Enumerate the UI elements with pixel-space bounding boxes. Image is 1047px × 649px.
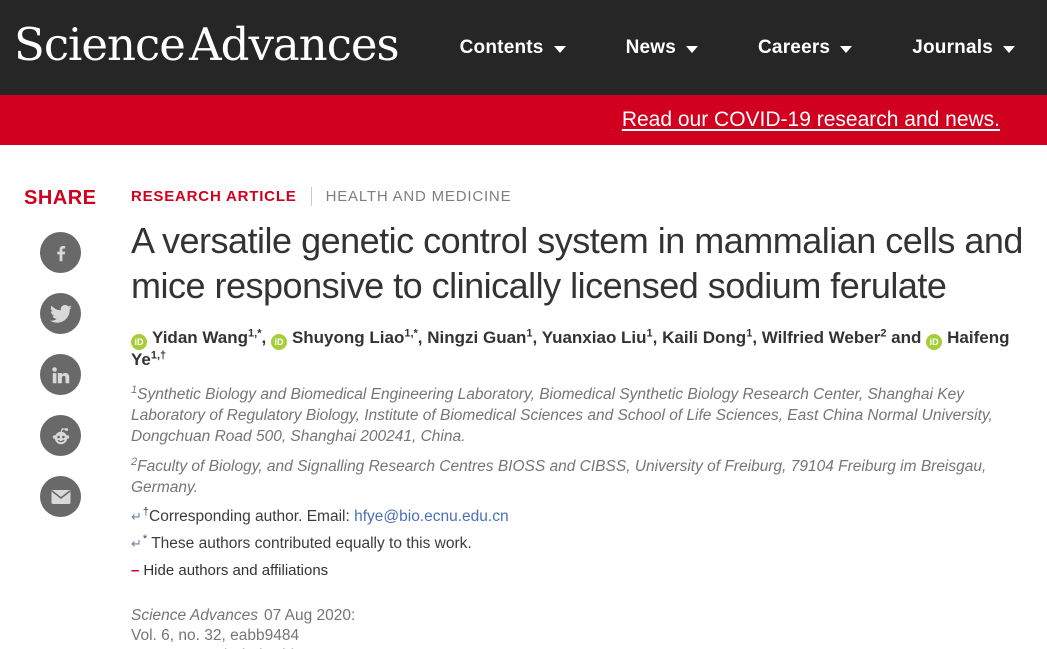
site-header: Science Advances Contents News Careers J… [0,0,1047,95]
article-type-label[interactable]: RESEARCH ARTICLE [131,188,297,205]
nav-item-careers[interactable]: Careers [758,36,853,59]
email-share-button[interactable] [40,476,81,517]
author-name[interactable]: Haifeng Ye [131,328,1010,370]
author-separator: , [532,328,542,348]
share-label: SHARE [24,187,97,209]
author-separator: and [886,328,927,348]
citation-date: 07 Aug 2020: [263,606,356,624]
facebook-share-button[interactable] [40,232,81,273]
twitter-icon [49,303,72,325]
share-column: SHARE [0,187,131,649]
reddit-share-button[interactable] [40,415,81,456]
linkedin-icon [50,364,72,386]
nav-item-contents[interactable]: Contents [460,37,566,59]
dagger-marker: † [142,505,150,518]
reddit-icon [49,424,73,448]
author-name[interactable]: Shuyong Liao [291,328,405,348]
nav-label: News [625,36,677,58]
nav-item-news[interactable]: News [625,36,699,59]
author-separator: , [417,328,428,348]
author: Yuanxiao Liu1 [542,328,653,347]
author-sup: 1,† [150,349,167,362]
article-topic-label[interactable]: HEALTH AND MEDICINE [325,188,512,205]
affiliation-1: 1Synthetic Biology and Biomedical Engine… [131,385,1023,448]
author-sup: 1 [526,327,533,340]
author-sup: 1,* [248,327,262,340]
category-divider [310,187,312,206]
orcid-icon[interactable]: iD [270,334,287,351]
author-sup: 1 [746,327,753,340]
nav-label: Contents [459,36,544,58]
citation-volume: Vol. 6, no. 32, eabb9484 [131,626,300,644]
author: iD Yidan Wang1,* [131,327,262,351]
hide-authors-link[interactable]: – Hide authors and affiliations [131,562,1023,579]
page-main: SHARE [0,145,1047,649]
author: iD Haifeng Ye1,† [131,328,1009,369]
chevron-down-icon [1003,45,1015,53]
back-reference-icon[interactable]: ↵ [131,508,142,524]
affiliation-text: Faculty of Biology, and Signalling Resea… [131,458,987,496]
author: Ningzi Guan1 [427,328,532,347]
author-name[interactable]: Yuanxiao Liu [541,328,647,348]
corresponding-text: Corresponding author. Email: [149,507,355,525]
collapse-dash-icon: – [131,561,140,579]
author-sup: 1,* [404,327,418,340]
author-separator: , [261,328,271,348]
share-icon-list [0,232,131,517]
article-header: RESEARCH ARTICLE HEALTH AND MEDICINE A v… [131,187,1047,649]
article-title: A versatile genetic control system in ma… [131,220,1023,306]
author: iD Shuyong Liao1,* [270,327,418,351]
nav-label: Careers [758,36,831,58]
author-name[interactable]: Ningzi Guan [427,328,527,348]
affiliation-2: 2Faculty of Biology, and Signalling Rese… [131,455,1023,499]
corresponding-email-link[interactable]: hfye@bio.ecnu.edu.cn [354,507,509,525]
citation-doi: DOI: 10.1126/sciadv.abb9484 [131,646,1023,649]
linkedin-share-button[interactable] [40,354,81,395]
author-list: iD Yidan Wang1,*, iD Shuyong Liao1,*, Ning… [131,328,1023,370]
nav-label: Journals [912,36,993,58]
author-sup: 1 [646,327,653,340]
citation-journal: Science Advances [131,606,258,624]
chevron-down-icon [553,45,566,53]
affiliation-sup: 2 [131,455,138,468]
author-separator: , [752,328,762,348]
orcid-icon[interactable]: iD [926,334,943,351]
orcid-icon[interactable]: iD [131,334,147,351]
chevron-down-icon [840,45,853,53]
email-icon [49,485,73,509]
equal-contribution-text: These authors contributed equally to thi… [147,534,472,552]
author: Kaili Dong1 [662,328,752,347]
author-name[interactable]: Kaili Dong [662,328,747,348]
back-reference-icon[interactable]: ↵ [131,535,142,551]
citation-block: Science Advances 07 Aug 2020: Vol. 6, no.… [131,606,1023,649]
citation-line-1: Science Advances 07 Aug 2020: [131,606,1023,626]
chevron-down-icon [686,45,699,53]
covid-news-link[interactable]: Read our COVID-19 research and news. [621,108,1000,131]
category-row: RESEARCH ARTICLE HEALTH AND MEDICINE [131,187,1023,206]
science-advances-logo[interactable]: Science Advances [14,18,400,71]
author-sup: 2 [880,327,887,340]
twitter-share-button[interactable] [40,293,81,334]
hide-authors-label: Hide authors and affiliations [143,561,329,579]
author-name[interactable]: Wilfried Weber [761,328,881,348]
author-separator: , [652,328,663,348]
affiliation-sup: 1 [131,384,138,397]
corresponding-author-note: ↵†Corresponding author. Email: hfye@bio.… [131,505,1023,526]
asterisk-marker: * [142,532,148,545]
author: Wilfried Weber2 [762,328,887,347]
equal-contribution-note: ↵* These authors contributed equally to … [131,532,1023,553]
nav-item-journals[interactable]: Journals [912,37,1015,59]
main-nav: Contents News Careers Journals [460,37,1023,59]
author-name[interactable]: Yidan Wang [152,328,249,348]
covid-banner: Read our COVID-19 research and news. [0,95,1047,145]
facebook-icon [50,242,72,264]
affiliation-text: Synthetic Biology and Biomedical Enginee… [131,386,993,446]
